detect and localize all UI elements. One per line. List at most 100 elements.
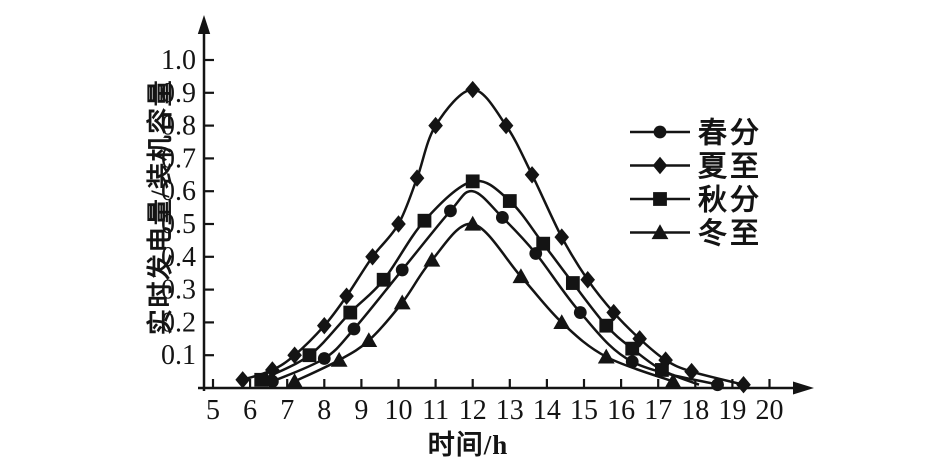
legend-item-autumn-equinox: 秋分 <box>630 184 762 217</box>
data-point-marker <box>265 375 279 388</box>
legend-item-winter-solstice: 冬至 <box>630 217 762 250</box>
legend-square-icon <box>653 192 667 206</box>
y-tick-label: 0.3 <box>161 275 196 306</box>
legend-label: 冬至 <box>698 217 762 250</box>
data-point-marker <box>684 362 699 381</box>
x-tick-label: 16 <box>607 395 635 426</box>
data-point-marker <box>409 169 425 187</box>
data-point-marker <box>502 194 517 208</box>
data-point-marker <box>339 287 354 305</box>
x-axis-arrow-icon <box>793 381 814 395</box>
data-point-marker <box>391 215 406 233</box>
y-tick-label: 0.8 <box>161 111 196 142</box>
curve-spring-equinox <box>271 189 718 386</box>
data-point-marker <box>597 348 615 364</box>
y-axis-arrow-icon <box>197 15 211 34</box>
data-point-marker <box>347 322 361 336</box>
y-axis-title: 实时发电量/装机容量 <box>146 78 175 336</box>
data-point-marker <box>536 236 551 251</box>
legend-label: 春分 <box>698 117 762 150</box>
data-point-marker <box>512 268 530 284</box>
y-tick-label: 0.5 <box>161 209 196 240</box>
curve-winter-solstice <box>294 222 674 383</box>
legend-label: 夏至 <box>698 151 762 183</box>
data-point-marker <box>444 204 457 218</box>
data-point-marker <box>317 352 331 365</box>
data-point-marker <box>625 341 640 356</box>
data-point-marker <box>495 211 509 224</box>
data-point-marker <box>711 378 724 392</box>
series-spring-equinox <box>265 189 724 392</box>
data-point-marker <box>465 174 480 189</box>
data-point-marker <box>565 276 580 290</box>
series-winter-solstice <box>286 215 682 389</box>
data-point-marker <box>655 363 669 377</box>
data-point-marker <box>625 355 639 369</box>
x-tick-label: 5 <box>206 395 220 426</box>
curve-summer-solstice <box>242 88 744 386</box>
legend-triangle-icon <box>651 224 669 240</box>
legend-circle-icon <box>653 125 667 139</box>
data-point-marker <box>265 361 280 379</box>
y-tick-label: 0.6 <box>161 176 196 207</box>
x-tick-label: 8 <box>317 395 331 426</box>
x-tick-label: 18 <box>681 395 709 426</box>
data-point-marker <box>606 303 621 322</box>
data-point-marker <box>302 348 317 363</box>
legend-label: 秋分 <box>698 184 762 217</box>
data-point-marker <box>498 116 514 135</box>
series-autumn-equinox <box>254 174 700 387</box>
data-point-marker <box>393 294 411 310</box>
y-tick-label: 0.2 <box>161 307 196 338</box>
data-point-marker <box>524 166 540 184</box>
x-tick-label: 9 <box>354 395 368 426</box>
legend-item-summer-solstice: 夏至 <box>630 151 762 183</box>
data-point-marker <box>360 332 378 348</box>
x-tick-label: 7 <box>280 395 294 426</box>
series-curves <box>235 80 751 394</box>
x-axis-title: 时间/h <box>427 430 509 460</box>
x-tick-label: 12 <box>459 395 487 426</box>
y-tick-label: 0.4 <box>161 242 196 273</box>
data-point-marker <box>736 376 751 394</box>
y-tick-label: 1.0 <box>161 45 196 76</box>
data-point-marker <box>395 263 409 277</box>
data-point-marker <box>287 346 302 364</box>
x-tick-label: 17 <box>644 395 672 426</box>
x-tick-label: 19 <box>718 395 746 426</box>
data-point-marker <box>330 351 348 367</box>
legend-item-spring-equinox: 春分 <box>630 117 762 150</box>
y-tick-label: 0.9 <box>161 78 196 109</box>
data-point-marker <box>573 306 587 319</box>
data-point-marker <box>664 373 682 389</box>
data-point-marker <box>658 351 673 369</box>
y-tick-label: 0.1 <box>161 340 196 371</box>
data-point-marker <box>317 316 332 335</box>
x-tick-label: 15 <box>570 395 598 426</box>
series-summer-solstice <box>235 80 751 394</box>
x-tick-label: 6 <box>243 395 257 426</box>
legend-diamond-icon <box>652 156 668 175</box>
data-point-marker <box>465 80 480 99</box>
axes: 5 6 7 8 9 10 11 12 13 14 15 16 17 18 19 200.10.20.30.40… <box>161 15 814 426</box>
y-tick-label: 0.7 <box>161 143 196 174</box>
data-point-marker <box>376 272 391 287</box>
data-point-marker <box>553 314 571 329</box>
data-point-marker <box>580 271 596 289</box>
data-point-marker <box>464 215 482 231</box>
data-point-marker <box>254 372 269 387</box>
data-point-marker <box>417 213 432 228</box>
data-point-marker <box>365 248 380 266</box>
data-point-marker <box>235 371 250 389</box>
data-point-marker <box>286 373 304 389</box>
data-point-marker <box>554 228 570 246</box>
x-tick-label: 20 <box>756 395 784 426</box>
x-tick-label: 10 <box>385 395 413 426</box>
data-point-marker <box>599 318 614 333</box>
data-point-marker <box>423 251 441 267</box>
x-tick-label: 13 <box>496 395 524 426</box>
x-tick-label: 14 <box>533 395 561 426</box>
